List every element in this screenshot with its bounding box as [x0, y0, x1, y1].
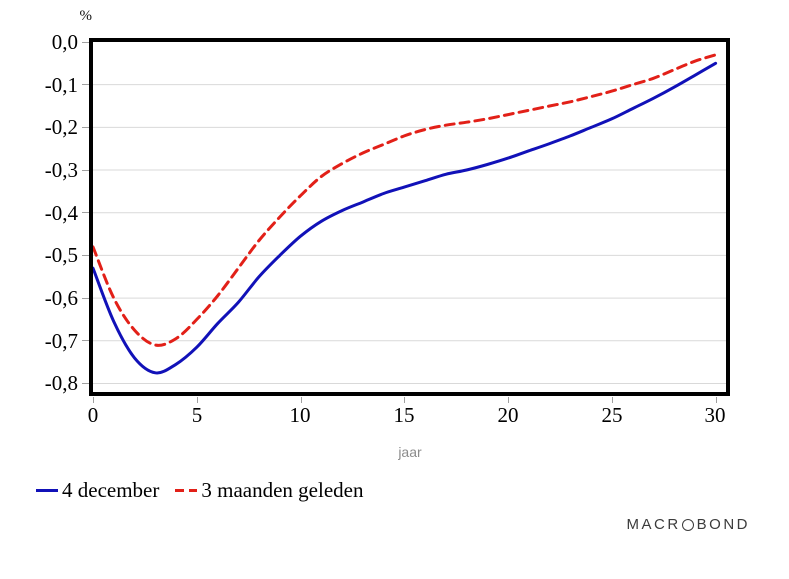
x-tick-mark — [715, 397, 717, 403]
x-tick-mark — [611, 397, 613, 403]
legend-label-series-1: 4 december — [62, 478, 160, 502]
y-tick-label: -0,1 — [44, 73, 78, 97]
y-tick-label: -0,3 — [44, 158, 78, 182]
macrobond-logo-right: BOND — [696, 516, 750, 533]
x-tick-label: 5 — [191, 403, 203, 427]
y-tick-label: -0,2 — [44, 115, 78, 139]
macrobond-logo: MACR BOND — [626, 516, 750, 533]
y-axis-unit-label: % — [79, 8, 93, 24]
x-axis-title: jaar — [398, 444, 422, 460]
x-tick-label: 0 — [87, 403, 99, 427]
y-tick-label: -0,5 — [44, 243, 78, 267]
x-tick-mark — [196, 397, 198, 403]
legend-line-solid-icon — [36, 489, 58, 492]
y-tick-mark — [82, 84, 89, 86]
y-tick-mark — [82, 340, 89, 342]
legend-label-series-2: 3 maanden geleden — [201, 478, 364, 502]
chart-legend: 4 december 3 maanden geleden — [36, 478, 363, 503]
series-line-2 — [93, 53, 718, 347]
y-tick-mark — [82, 126, 89, 128]
macrobond-o-icon — [681, 518, 694, 531]
x-tick-label: 25 — [601, 403, 623, 427]
y-tick-label: -0,7 — [44, 329, 78, 353]
x-tick-label: 15 — [393, 403, 415, 427]
y-tick-mark — [82, 382, 89, 384]
y-tick-mark — [82, 297, 89, 299]
x-tick-mark — [93, 397, 94, 403]
chart-canvas — [93, 53, 726, 384]
x-tick-label: 10 — [289, 403, 311, 427]
y-tick-mark — [82, 254, 89, 256]
x-tick-label: 30 — [704, 403, 726, 427]
macrobond-logo-left: MACR — [626, 516, 681, 533]
y-tick-mark — [82, 169, 89, 171]
y-tick-mark — [82, 212, 89, 214]
plot-area — [89, 38, 730, 396]
y-tick-label: -0,6 — [44, 286, 78, 310]
y-tick-label: -0,8 — [44, 371, 78, 395]
y-tick-mark — [82, 41, 89, 43]
legend-line-dashed-icon — [175, 489, 198, 492]
x-tick-mark — [508, 397, 510, 403]
series-line-1 — [93, 61, 718, 375]
y-tick-label: 0,0 — [51, 30, 78, 54]
x-tick-mark — [300, 397, 302, 403]
x-tick-label: 20 — [497, 403, 519, 427]
x-tick-mark — [404, 397, 406, 403]
y-tick-label: -0,4 — [44, 201, 78, 225]
